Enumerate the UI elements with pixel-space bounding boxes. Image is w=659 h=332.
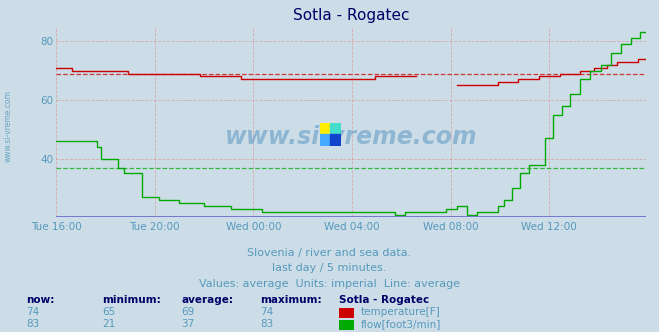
Text: maximum:: maximum: (260, 295, 322, 305)
Text: www.si-vreme.com: www.si-vreme.com (3, 90, 13, 162)
Text: now:: now: (26, 295, 55, 305)
Text: Slovenia / river and sea data.: Slovenia / river and sea data. (247, 248, 412, 258)
Text: 74: 74 (260, 307, 273, 317)
Text: 74: 74 (26, 307, 40, 317)
Text: 83: 83 (26, 319, 40, 329)
Text: Sotla - Rogatec: Sotla - Rogatec (339, 295, 430, 305)
Bar (320, 134, 330, 146)
Text: minimum:: minimum: (102, 295, 161, 305)
Text: Values: average  Units: imperial  Line: average: Values: average Units: imperial Line: av… (199, 279, 460, 289)
Bar (330, 134, 341, 146)
Title: Sotla - Rogatec: Sotla - Rogatec (293, 8, 409, 23)
Text: 69: 69 (181, 307, 194, 317)
Text: 65: 65 (102, 307, 115, 317)
Text: temperature[F]: temperature[F] (360, 307, 440, 317)
Text: average:: average: (181, 295, 233, 305)
Bar (330, 123, 341, 134)
Text: 21: 21 (102, 319, 115, 329)
Text: 37: 37 (181, 319, 194, 329)
Text: 83: 83 (260, 319, 273, 329)
Text: last day / 5 minutes.: last day / 5 minutes. (272, 263, 387, 273)
Text: www.si-vreme.com: www.si-vreme.com (225, 125, 477, 149)
Bar (320, 123, 330, 134)
Text: flow[foot3/min]: flow[foot3/min] (360, 319, 441, 329)
